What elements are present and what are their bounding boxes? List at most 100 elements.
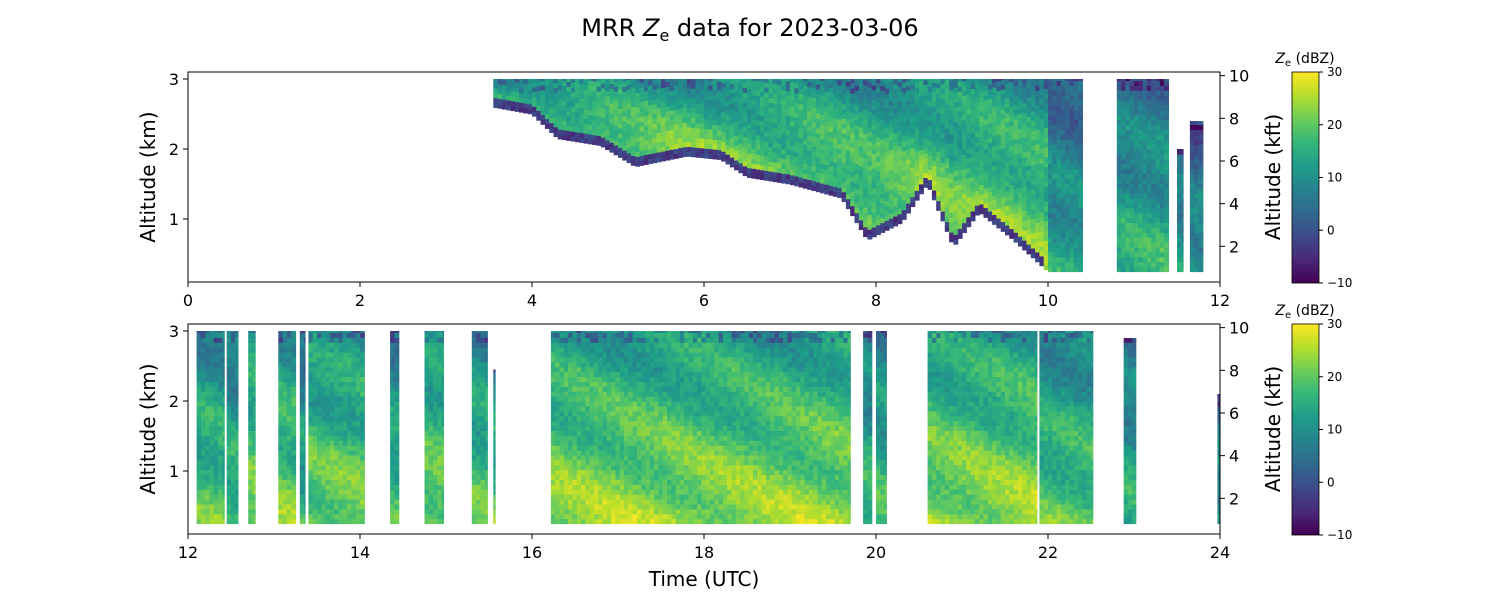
echo-cell	[527, 108, 533, 115]
echo-cell	[334, 342, 340, 348]
echo-cell	[1013, 163, 1019, 170]
echo-cell	[334, 474, 340, 480]
echo-cell	[1039, 192, 1045, 198]
echo-cell	[979, 184, 985, 190]
echo-cell	[1035, 79, 1040, 81]
echo-cell	[248, 415, 254, 422]
echo-cell	[854, 168, 860, 175]
echo-cell	[906, 90, 911, 96]
echo-cell	[231, 391, 236, 397]
echo-cell	[777, 147, 782, 154]
echo-cell	[944, 103, 950, 110]
echo-cell	[1146, 207, 1152, 214]
echo-cell	[317, 405, 322, 412]
echo-cell	[919, 178, 924, 185]
echo-cell	[334, 503, 340, 510]
echo-cell	[708, 148, 714, 155]
echo-cell	[1134, 79, 1139, 81]
echo-cell	[880, 144, 886, 150]
echo-cell	[1039, 255, 1045, 262]
echo-cell	[661, 121, 666, 128]
echo-cell	[304, 420, 306, 427]
echo-cell	[858, 209, 864, 216]
echo-cell	[1177, 247, 1182, 253]
echo-cell	[755, 164, 761, 170]
echo-cell	[1155, 158, 1161, 165]
echo-cell	[673, 148, 679, 154]
echo-cell	[1056, 242, 1062, 248]
echo-cell	[785, 144, 791, 150]
echo-cell	[196, 401, 202, 407]
echo-cell	[949, 79, 954, 81]
echo-cell	[931, 121, 937, 127]
echo-cell	[1138, 109, 1144, 116]
echo-cell	[729, 79, 735, 85]
echo-cell	[725, 79, 731, 82]
echo-cell	[299, 331, 305, 333]
echo-cell	[1035, 227, 1040, 233]
echo-cell	[596, 81, 602, 87]
echo-cell	[764, 175, 770, 181]
top-x-axis: 0 2 4 6 8 10 12	[183, 282, 1230, 310]
echo-cell	[200, 479, 206, 485]
echo-cell	[699, 147, 705, 154]
echo-cell	[807, 140, 813, 146]
echo-cell	[1060, 158, 1066, 165]
echo-cell	[777, 108, 782, 115]
echo-cell	[1198, 222, 1204, 228]
echo-cell	[1181, 227, 1184, 233]
echo-cell	[824, 91, 830, 97]
echo-cell	[686, 92, 692, 99]
echo-cell	[893, 127, 899, 134]
echo-cell	[536, 79, 542, 82]
echo-cell	[282, 381, 288, 387]
echo-cell	[626, 142, 632, 149]
echo-cell	[1189, 139, 1195, 145]
echo-cell	[901, 155, 907, 162]
echo-cell	[299, 376, 305, 382]
echo-cell	[1159, 247, 1165, 253]
echo-cell	[1129, 251, 1135, 258]
echo-cell	[1121, 222, 1126, 228]
echo-cell	[570, 101, 576, 108]
echo-cell	[630, 116, 636, 122]
echo-cell	[940, 176, 946, 183]
echo-cell	[334, 484, 340, 490]
echo-cell	[652, 89, 658, 95]
echo-cell	[828, 155, 834, 162]
echo-cell	[747, 79, 752, 85]
echo-cell	[962, 95, 967, 101]
echo-cell	[1039, 241, 1045, 247]
echo-cell	[957, 96, 963, 102]
echo-cell	[1060, 163, 1066, 170]
echo-cell	[334, 405, 340, 412]
echo-cell	[1159, 217, 1165, 224]
echo-cell	[888, 125, 894, 131]
echo-cell	[196, 459, 202, 466]
echo-cell	[910, 152, 916, 159]
echo-cell	[248, 499, 254, 505]
echo-cell	[1125, 247, 1131, 253]
echo-cell	[329, 391, 335, 397]
echo-cell	[880, 80, 886, 86]
echo-cell	[235, 499, 239, 505]
echo-cell	[609, 107, 615, 114]
echo-cell	[639, 121, 645, 127]
echo-cell	[669, 139, 675, 145]
echo-cell	[944, 152, 950, 159]
echo-cell	[338, 356, 344, 363]
echo-cell	[1039, 123, 1045, 129]
echo-cell	[317, 464, 322, 471]
echo-cell	[648, 153, 653, 160]
echo-cell	[278, 513, 284, 520]
echo-cell	[1000, 216, 1006, 223]
echo-cell	[338, 489, 344, 495]
echo-cell	[876, 92, 881, 98]
echo-cell	[936, 166, 942, 172]
echo-cell	[708, 124, 714, 130]
echo-cell	[876, 185, 881, 192]
echo-cell	[884, 225, 890, 231]
echo-cell	[347, 518, 352, 525]
echo-cell	[996, 95, 1002, 101]
echo-cell	[1017, 177, 1023, 183]
